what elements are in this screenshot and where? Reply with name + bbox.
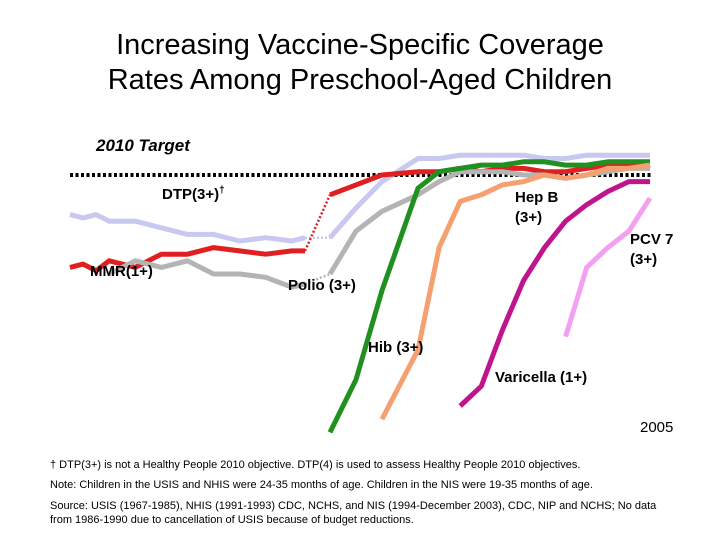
- series-3-group: [327, 159, 650, 434]
- series-5-group: [458, 179, 650, 408]
- footnote-dtp: † DTP(3+) is not a Healthy People 2010 o…: [50, 459, 581, 471]
- footnote-age: Note: Children in the USIS and NHIS were…: [50, 479, 593, 491]
- mmr-label: MMR(1+): [90, 263, 153, 280]
- series-1-line-0: [69, 245, 305, 274]
- chart-title: Increasing Vaccine-Specific Coverage Rat…: [0, 28, 720, 98]
- series-2-line-0: [108, 258, 306, 290]
- series-1-group: [69, 162, 651, 274]
- dtp-label: DTP(3+)†: [162, 181, 225, 205]
- series-2-gap-0: [304, 272, 331, 286]
- hepb-label: Hep B (3+): [515, 188, 558, 228]
- varicella-label: Varicella (1+): [495, 369, 588, 386]
- series-6-group: [563, 196, 653, 338]
- polio-label: Polio (3+): [288, 277, 356, 294]
- series-0-line-0: [69, 212, 306, 244]
- pcv-label-line-2: (3+): [630, 251, 658, 268]
- series-4-line-0: [379, 162, 651, 421]
- pcv-label-line-1: PCV 7: [630, 231, 674, 248]
- series-6-line-0: [563, 196, 653, 338]
- dtp-label-text: DTP(3+): [162, 186, 220, 203]
- hepb-label-line-2: (3+): [515, 209, 543, 226]
- series-5-line-0: [458, 179, 650, 408]
- series-1-line-1: [329, 162, 651, 198]
- series-4-group: [379, 162, 651, 421]
- year-label: 2005: [640, 419, 674, 436]
- pcv-label: PCV 7 (3+): [630, 230, 673, 270]
- title-line-2: Rates Among Preschool-Aged Children: [107, 64, 613, 96]
- footnote-source: Source: USIS (1967-1985), NHIS (1991-199…: [50, 500, 657, 526]
- hepb-label-line-1: Hep B: [515, 189, 559, 206]
- series-1-gap-0: [303, 194, 332, 252]
- title-line-1: Increasing Vaccine-Specific Coverage: [116, 29, 604, 61]
- series-3-line-0: [327, 159, 650, 434]
- hib-label: Hib (3+): [368, 339, 424, 356]
- target-label: 2010 Target: [96, 136, 190, 155]
- dtp-label-dagger: †: [219, 185, 225, 196]
